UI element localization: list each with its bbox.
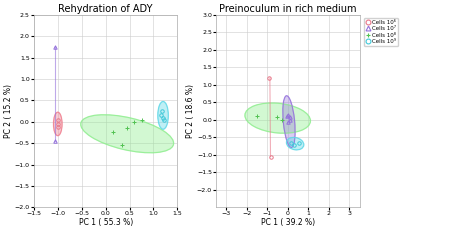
Title: Preinoculum in rich medium: Preinoculum in rich medium — [219, 4, 357, 14]
X-axis label: PC 1 ( 55.3 %): PC 1 ( 55.3 %) — [79, 218, 133, 227]
Title: Rehydration of ADY: Rehydration of ADY — [58, 4, 153, 14]
Ellipse shape — [245, 103, 310, 133]
Ellipse shape — [54, 112, 62, 136]
X-axis label: PC 1 ( 39.2 %): PC 1 ( 39.2 %) — [261, 218, 315, 227]
Ellipse shape — [81, 115, 173, 153]
Y-axis label: PC 2 ( 15.2 %): PC 2 ( 15.2 %) — [4, 84, 13, 138]
Y-axis label: PC 2 ( 18.6 %): PC 2 ( 18.6 %) — [186, 84, 195, 138]
Ellipse shape — [286, 137, 304, 150]
Legend: Cells 10⁶, Cells 10⁷, Cells 10⁸, Cells 10⁹: Cells 10⁶, Cells 10⁷, Cells 10⁸, Cells 1… — [364, 18, 399, 46]
Ellipse shape — [158, 101, 168, 129]
Ellipse shape — [283, 96, 295, 147]
